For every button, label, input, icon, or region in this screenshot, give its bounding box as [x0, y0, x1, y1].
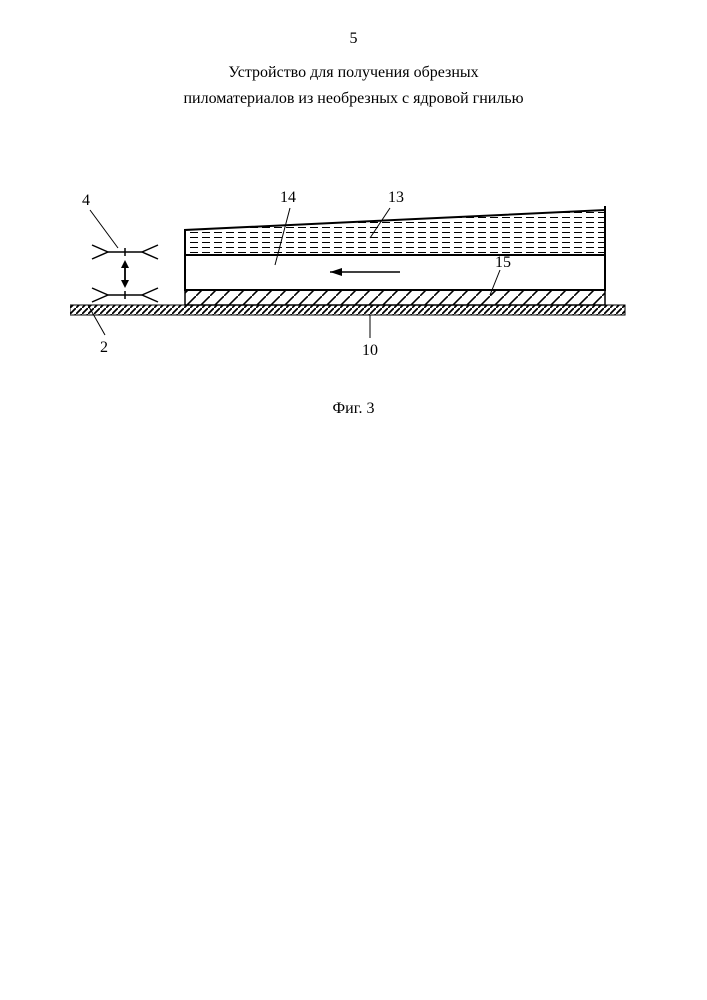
layer-13: [185, 210, 605, 255]
figure-3: 4 2 14 13 15 10: [70, 170, 630, 370]
figure-caption: Фиг. 3: [0, 400, 707, 418]
label-13: 13: [388, 189, 404, 206]
title-line-1: Устройство для получения обрезных: [228, 64, 478, 81]
title-line-2: пиломатериалов из необрезных с ядровой г…: [183, 90, 523, 107]
page: 5 Устройство для получения обрезных пило…: [0, 0, 707, 1000]
clamp-adjust-arrow: [121, 260, 129, 288]
label-10: 10: [362, 342, 378, 359]
base-rail: [70, 305, 625, 315]
page-number: 5: [0, 30, 707, 48]
label-15: 15: [495, 254, 511, 271]
label-4: 4: [82, 192, 90, 209]
label-2: 2: [100, 339, 108, 356]
leader-4: [90, 210, 118, 248]
layer-15: [185, 290, 605, 305]
document-title: Устройство для получения обрезных пилома…: [0, 60, 707, 111]
clamp-upper: [92, 245, 158, 259]
clamp-lower: [92, 288, 158, 302]
label-14: 14: [280, 189, 296, 206]
